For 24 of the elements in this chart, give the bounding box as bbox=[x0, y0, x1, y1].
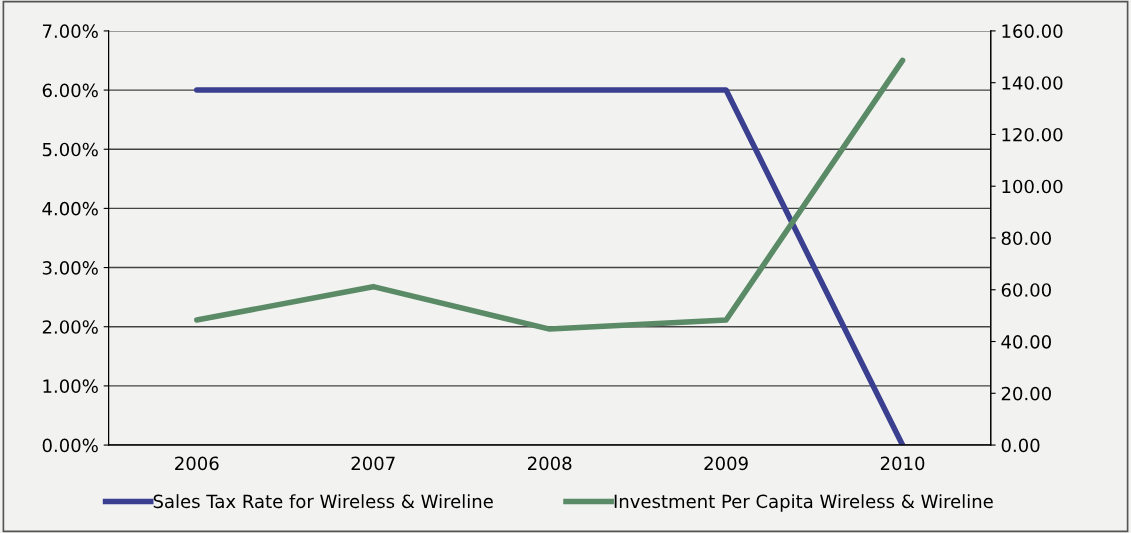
legend-label: Investment Per Capita Wireless & Wireline bbox=[614, 494, 993, 512]
x-tick-label: 2007 bbox=[351, 456, 395, 471]
y-tick-label: 3.00% bbox=[42, 261, 98, 275]
y2-tick-label: 100.00 bbox=[1002, 179, 1063, 194]
y-tick-label: 6.00% bbox=[42, 83, 98, 98]
y2-tick-label: 80.00 bbox=[1001, 231, 1051, 246]
y-tick-label: 4.00% bbox=[42, 201, 98, 216]
x-tick-label: 2006 bbox=[175, 456, 219, 471]
y2-tick-label: 40.00 bbox=[1001, 334, 1051, 349]
y-tick-label: 1.00% bbox=[43, 379, 98, 394]
y2-tick-label: 20.00 bbox=[1001, 386, 1051, 401]
y2-tick-label: 160.00 bbox=[1002, 24, 1063, 39]
y-tick-label: 2.00% bbox=[42, 320, 98, 334]
y2-tick-label: 120.00 bbox=[1002, 127, 1063, 142]
y2-tick-label: 60.00 bbox=[1001, 283, 1051, 297]
x-tick-label: 2008 bbox=[528, 456, 572, 471]
y-tick-label: 7.00% bbox=[42, 24, 98, 39]
y-tick-label: 0.00% bbox=[42, 438, 98, 453]
legend-label: Sales Tax Rate for Wireless & Wireline bbox=[153, 494, 493, 509]
y2-tick-label: 0.00 bbox=[1001, 438, 1040, 453]
x-tick-label: 2010 bbox=[880, 456, 925, 471]
y-tick-label: 5.00% bbox=[42, 142, 98, 157]
y2-tick-label: 140.00 bbox=[1002, 76, 1063, 90]
x-tick-label: 2009 bbox=[704, 456, 748, 471]
